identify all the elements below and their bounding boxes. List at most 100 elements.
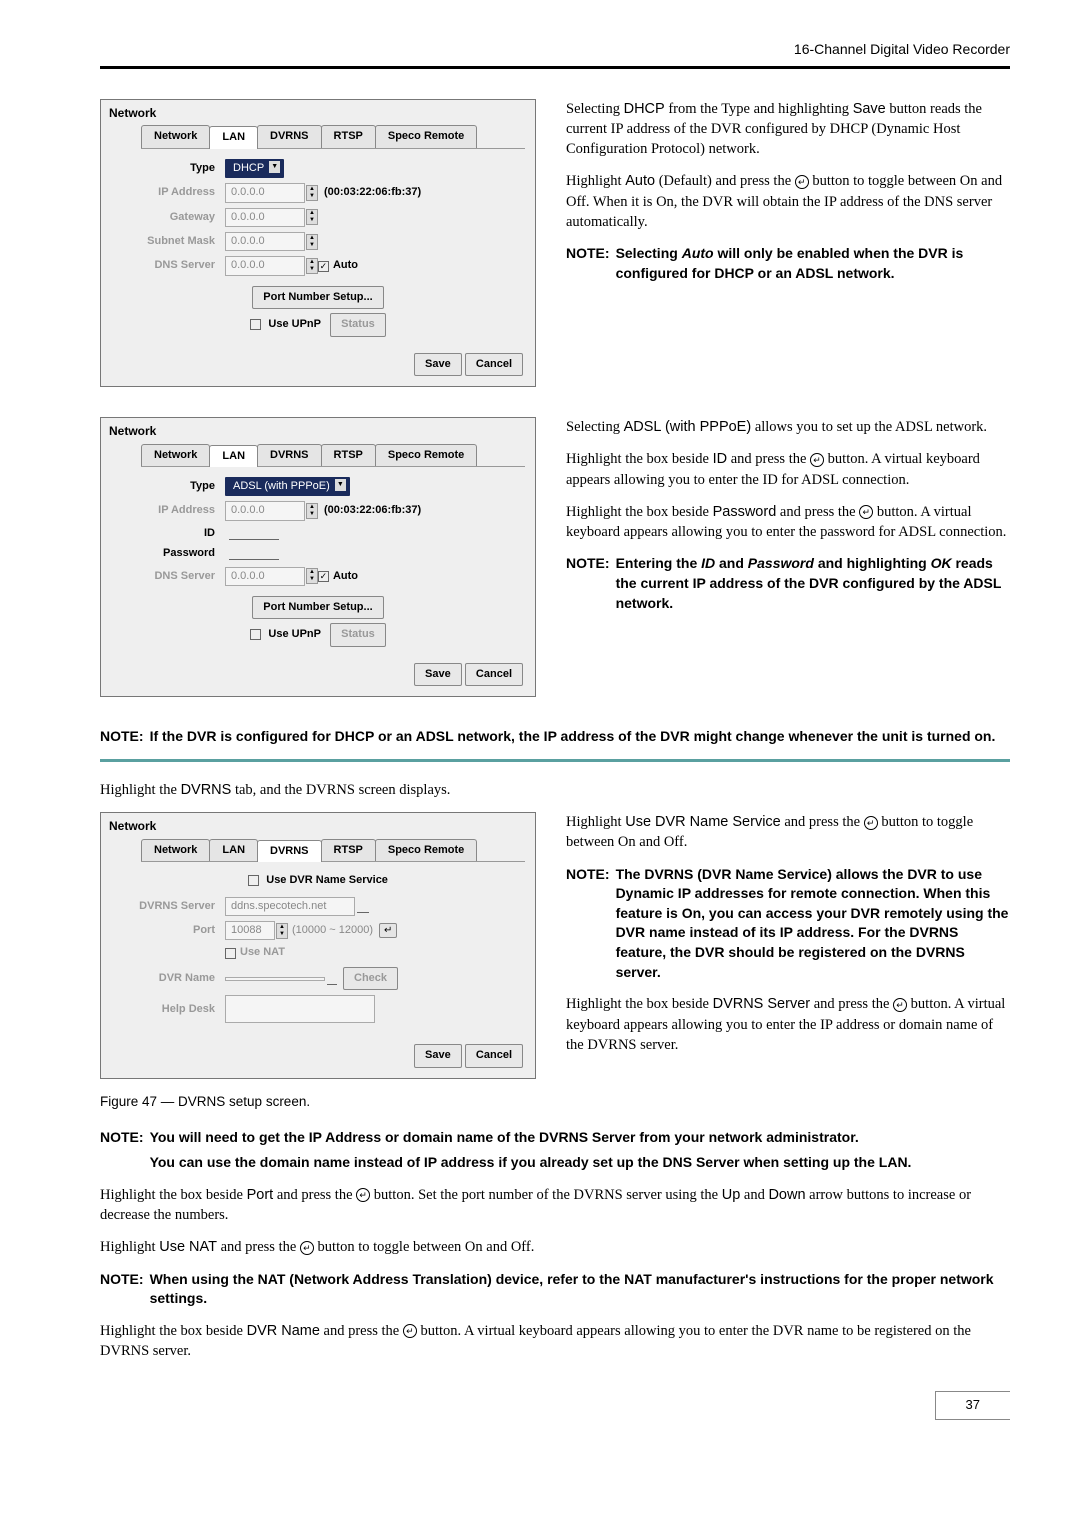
note-block: NOTE: If the DVR is configured for DHCP … (100, 727, 1010, 747)
tab-dvrns[interactable]: DVRNS (257, 125, 322, 147)
tab-dvrns[interactable]: DVRNS (257, 840, 322, 862)
save-button[interactable]: Save (414, 663, 462, 686)
dvr-name-label: DVR Name (115, 971, 225, 986)
type-select[interactable]: DHCP (225, 159, 284, 178)
upnp-checkbox[interactable] (250, 319, 261, 330)
spinner-icon[interactable]: ▲▼ (306, 503, 318, 519)
tab-speco[interactable]: Speco Remote (375, 444, 477, 466)
id-field[interactable] (229, 527, 279, 540)
enter-icon: ↵ (300, 1241, 314, 1255)
type-select[interactable]: ADSL (with PPPoE) (225, 477, 350, 496)
enter-icon: ↵ (810, 453, 824, 467)
body-text: Highlight Use DVR Name Service and press… (566, 812, 1010, 853)
body-text: Highlight the DVRNS tab, and the DVRNS s… (100, 780, 1010, 800)
enter-icon: ↵ (403, 1324, 417, 1338)
port-range: (10000 ~ 12000) (292, 923, 373, 938)
divider (100, 759, 1010, 762)
save-button[interactable]: Save (414, 353, 462, 376)
auto-label: Auto (333, 258, 358, 273)
figure-caption: Figure 47 — DVRNS setup screen. (100, 1093, 536, 1112)
upnp-checkbox[interactable] (250, 629, 261, 640)
body-text: Selecting DHCP from the Type and highlig… (566, 99, 1010, 160)
enter-icon[interactable]: ↵ (379, 923, 397, 938)
enter-icon: ↵ (356, 1188, 370, 1202)
dns-field[interactable]: 0.0.0.0 (225, 256, 305, 275)
page-header: 16-Channel Digital Video Recorder (100, 40, 1010, 69)
auto-checkbox[interactable]: ✓ (318, 261, 329, 272)
cancel-button[interactable]: Cancel (465, 1044, 523, 1067)
dns-label: DNS Server (115, 258, 225, 273)
tab-speco[interactable]: Speco Remote (375, 125, 477, 147)
subnet-field[interactable]: 0.0.0.0 (225, 232, 305, 251)
dvrns-server-label: DVRNS Server (115, 899, 225, 914)
ip-field[interactable]: 0.0.0.0 (225, 183, 305, 202)
note-block: NOTE: Selecting Auto will only be enable… (566, 244, 1010, 283)
help-desk-label: Help Desk (115, 1002, 225, 1017)
gateway-field[interactable]: 0.0.0.0 (225, 208, 305, 227)
mac-address: (00:03:22:06:fb:37) (324, 503, 421, 518)
status-button[interactable]: Status (330, 623, 386, 646)
check-button[interactable]: Check (343, 967, 398, 990)
note-block: NOTE: The DVRNS (DVR Name Service) allow… (566, 865, 1010, 983)
tab-network[interactable]: Network (141, 125, 210, 147)
cancel-button[interactable]: Cancel (465, 663, 523, 686)
tab-rtsp[interactable]: RTSP (321, 125, 376, 147)
dvr-name-field[interactable] (225, 977, 325, 981)
use-nat-label: Use NAT (240, 945, 285, 960)
enter-icon: ↵ (864, 816, 878, 830)
dns-field[interactable]: 0.0.0.0 (225, 567, 305, 586)
dvrns-server-field[interactable]: ddns.specotech.net (225, 897, 355, 916)
tab-network[interactable]: Network (141, 444, 210, 466)
id-label: ID (115, 526, 225, 541)
page-number: 37 (935, 1391, 1010, 1419)
tab-rtsp[interactable]: RTSP (321, 444, 376, 466)
gateway-label: Gateway (115, 210, 225, 225)
spinner-icon[interactable]: ▲▼ (306, 185, 318, 201)
port-label: Port (115, 923, 225, 938)
body-text: Highlight the box beside DVRNS Server an… (566, 994, 1010, 1055)
ip-field[interactable]: 0.0.0.0 (225, 501, 305, 520)
network-dialog-dvrns: Network Network LAN DVRNS RTSP Speco Rem… (100, 812, 536, 1079)
use-nat-checkbox[interactable] (225, 948, 236, 959)
type-label: Type (115, 479, 225, 494)
spinner-icon[interactable]: ▲▼ (306, 234, 318, 250)
enter-icon: ↵ (893, 998, 907, 1012)
network-dialog-dhcp: Network Network LAN DVRNS RTSP Speco Rem… (100, 99, 536, 387)
password-field[interactable] (229, 547, 279, 560)
subnet-label: Subnet Mask (115, 234, 225, 249)
upnp-label: Use UPnP (268, 318, 321, 330)
cancel-button[interactable]: Cancel (465, 353, 523, 376)
body-text: Highlight the box beside Port and press … (100, 1185, 1010, 1226)
port-setup-button[interactable]: Port Number Setup... (252, 596, 383, 619)
note-block: NOTE: You will need to get the IP Addres… (100, 1128, 1010, 1173)
tab-speco[interactable]: Speco Remote (375, 839, 477, 861)
password-label: Password (115, 546, 225, 561)
upnp-label: Use UPnP (268, 628, 321, 640)
spinner-icon[interactable]: ▲▼ (306, 258, 318, 274)
tab-lan[interactable]: LAN (209, 839, 258, 861)
save-button[interactable]: Save (414, 1044, 462, 1067)
spinner-icon[interactable]: ▲▼ (306, 209, 318, 225)
tab-lan[interactable]: LAN (209, 445, 258, 467)
body-text: Selecting ADSL (with PPPoE) allows you t… (566, 417, 1010, 437)
page-footer: 37 (100, 1391, 1010, 1419)
body-text: Highlight the box beside ID and press th… (566, 449, 1010, 490)
help-desk-field[interactable] (225, 995, 375, 1023)
note-block: NOTE: When using the NAT (Network Addres… (100, 1270, 1010, 1309)
spinner-icon[interactable]: ▲▼ (276, 923, 288, 939)
tab-network[interactable]: Network (141, 839, 210, 861)
status-button[interactable]: Status (330, 313, 386, 336)
use-dvr-checkbox[interactable] (248, 875, 259, 886)
enter-icon: ↵ (859, 505, 873, 519)
tab-rtsp[interactable]: RTSP (321, 839, 376, 861)
tab-lan[interactable]: LAN (209, 126, 258, 148)
tab-dvrns[interactable]: DVRNS (257, 444, 322, 466)
enter-icon: ↵ (795, 175, 809, 189)
type-label: Type (115, 161, 225, 176)
auto-checkbox[interactable]: ✓ (318, 571, 329, 582)
spinner-icon[interactable]: ▲▼ (306, 568, 318, 584)
note-block: NOTE: Entering the ID and Password and h… (566, 554, 1010, 613)
port-setup-button[interactable]: Port Number Setup... (252, 286, 383, 309)
body-text: Highlight the box beside DVR Name and pr… (100, 1321, 1010, 1362)
port-field[interactable]: 10088 (225, 921, 275, 940)
